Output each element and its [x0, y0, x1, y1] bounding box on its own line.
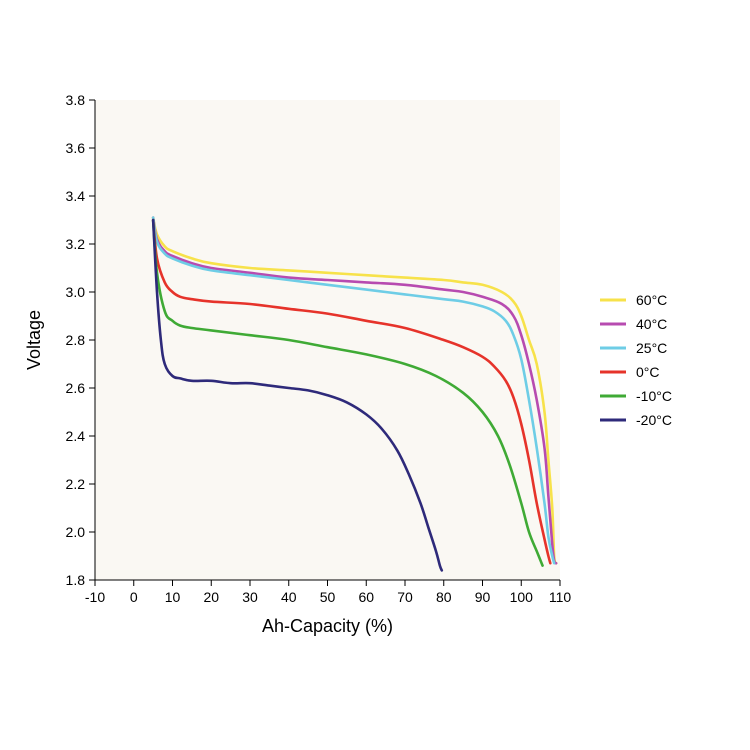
y-tick-label: 2.4 — [66, 428, 86, 444]
x-tick-label: 20 — [203, 589, 219, 605]
y-tick-label: 3.0 — [66, 284, 86, 300]
x-tick-label: 60 — [358, 589, 374, 605]
y-tick-label: 3.8 — [66, 92, 86, 108]
x-axis: -10 0 10 20 30 40 50 60 70 80 90 100 110 — [85, 580, 571, 605]
y-axis-label: Voltage — [24, 310, 44, 370]
x-tick-label: 30 — [242, 589, 258, 605]
legend-label: -20°C — [636, 412, 672, 428]
y-tick-label: 2.8 — [66, 332, 86, 348]
y-tick-label: 1.8 — [66, 572, 86, 588]
y-tick-label: 3.4 — [66, 188, 86, 204]
y-tick-label: 3.2 — [66, 236, 86, 252]
legend-label: 40°C — [636, 316, 667, 332]
x-tick-label: 10 — [165, 589, 181, 605]
legend-label: -10°C — [636, 388, 672, 404]
discharge-chart: -10 0 10 20 30 40 50 60 70 80 90 100 110 1.8 2.0 2.2 2.… — [0, 0, 750, 750]
x-tick-label: 40 — [281, 589, 297, 605]
legend-label: 25°C — [636, 340, 667, 356]
y-tick-label: 2.0 — [66, 524, 86, 540]
y-tick-label: 3.6 — [66, 140, 86, 156]
legend-label: 0°C — [636, 364, 660, 380]
x-tick-label: 90 — [475, 589, 491, 605]
y-tick-label: 2.6 — [66, 380, 86, 396]
x-tick-label: 70 — [397, 589, 413, 605]
y-tick-label: 2.2 — [66, 476, 86, 492]
x-tick-label: 50 — [320, 589, 336, 605]
x-axis-label: Ah-Capacity (%) — [262, 616, 393, 636]
plot-background — [95, 100, 560, 580]
legend-label: 60°C — [636, 292, 667, 308]
x-tick-label: 100 — [510, 589, 534, 605]
chart-container: -10 0 10 20 30 40 50 60 70 80 90 100 110 1.8 2.0 2.2 2.… — [0, 0, 750, 750]
legend: 60°C 40°C 25°C 0°C -10°C -20°C — [600, 292, 672, 428]
x-tick-label: 0 — [130, 589, 138, 605]
x-tick-label: 110 — [549, 589, 572, 605]
x-tick-label: 80 — [436, 589, 452, 605]
y-axis: 1.8 2.0 2.2 2.4 2.6 2.8 3.0 3.2 3.4 3.6 3.8 — [66, 92, 95, 588]
x-tick-label: -10 — [85, 589, 105, 605]
